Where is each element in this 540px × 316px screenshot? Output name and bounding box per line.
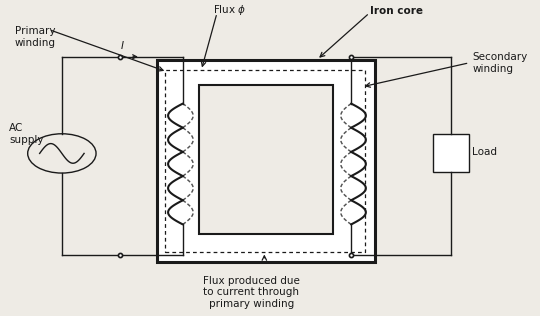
Text: Secondary
winding: Secondary winding — [472, 52, 528, 74]
Text: Load: Load — [472, 147, 497, 157]
Bar — [199, 85, 333, 234]
Bar — [165, 70, 366, 252]
FancyBboxPatch shape — [157, 60, 375, 262]
Text: Flux $\phi$: Flux $\phi$ — [213, 3, 247, 17]
Text: I: I — [121, 41, 124, 51]
Text: AC
supply: AC supply — [9, 123, 44, 145]
Bar — [433, 134, 469, 172]
Text: Primary
winding: Primary winding — [15, 27, 56, 48]
Text: Iron core: Iron core — [369, 6, 422, 16]
Text: Flux produced due
to current through
primary winding: Flux produced due to current through pri… — [202, 276, 300, 309]
